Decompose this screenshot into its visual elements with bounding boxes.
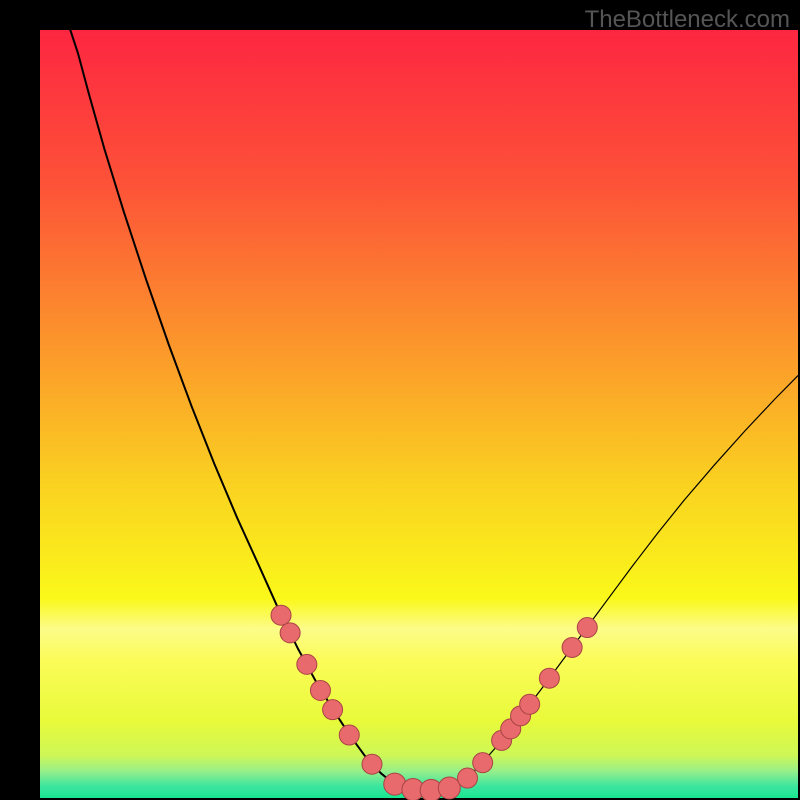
data-marker bbox=[297, 654, 317, 674]
curve-left-branch bbox=[70, 30, 400, 787]
data-marker bbox=[271, 605, 291, 625]
data-marker bbox=[520, 694, 540, 714]
data-marker bbox=[438, 777, 460, 799]
data-marker bbox=[577, 618, 597, 638]
data-marker bbox=[539, 668, 559, 688]
data-marker bbox=[562, 637, 582, 657]
watermark-text: TheBottleneck.com bbox=[585, 6, 790, 34]
data-marker bbox=[458, 768, 478, 788]
data-marker bbox=[362, 754, 382, 774]
data-marker bbox=[280, 623, 300, 643]
chart-container: TheBottleneck.com bbox=[0, 0, 800, 800]
data-marker bbox=[323, 700, 343, 720]
curve-overlay bbox=[0, 0, 800, 800]
marker-group bbox=[271, 605, 597, 800]
data-marker bbox=[473, 753, 493, 773]
data-marker bbox=[339, 725, 359, 745]
data-marker bbox=[310, 680, 330, 700]
